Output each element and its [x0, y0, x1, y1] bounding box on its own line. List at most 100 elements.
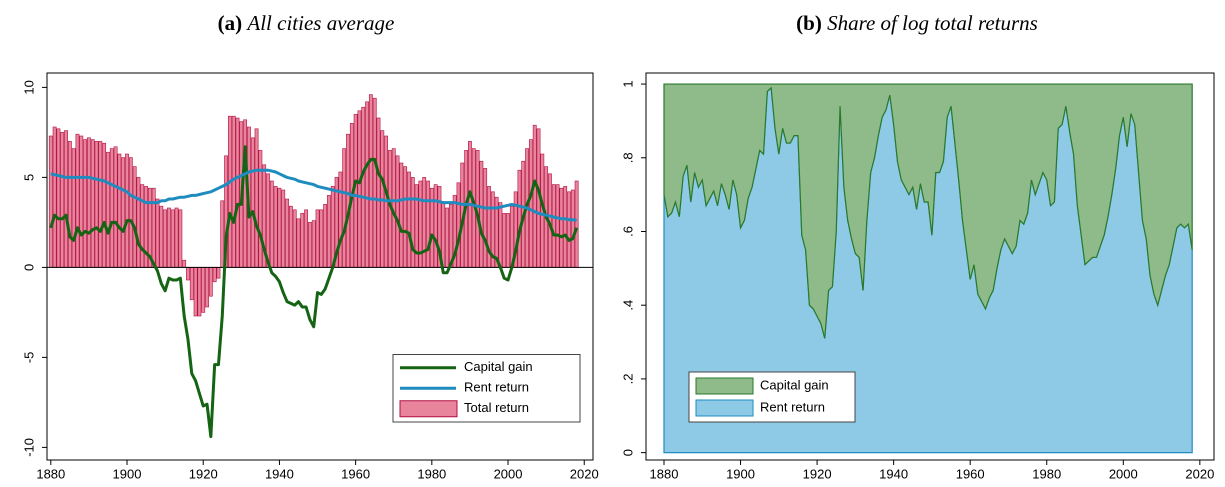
bar — [220, 200, 225, 268]
x-tick-label: 2000 — [1109, 466, 1138, 481]
bar — [574, 180, 579, 268]
bar — [441, 202, 446, 268]
bar — [315, 209, 320, 268]
bar — [90, 139, 95, 268]
bar — [273, 186, 278, 268]
bar — [208, 267, 213, 297]
bar — [288, 205, 293, 268]
x-tick-label: 1900 — [113, 466, 142, 481]
bar — [151, 187, 156, 268]
bar — [292, 209, 297, 268]
bar — [71, 148, 76, 268]
x-tick-label: 1980 — [417, 466, 446, 481]
bar — [361, 106, 366, 268]
bar — [98, 141, 103, 268]
bar — [426, 180, 430, 268]
bar — [254, 128, 259, 268]
bar — [308, 222, 312, 268]
bar — [555, 184, 560, 268]
bar — [323, 204, 328, 268]
bar — [368, 94, 373, 268]
bar — [365, 101, 369, 268]
bar — [269, 180, 274, 268]
x-tick-label: 1980 — [1032, 466, 1061, 481]
bar — [113, 146, 118, 268]
bar — [407, 171, 411, 268]
bar — [528, 139, 533, 268]
bar — [506, 213, 510, 268]
x-tick-label: 1920 — [189, 466, 218, 481]
bar — [231, 115, 236, 268]
bar — [178, 209, 183, 268]
x-tick-label: 2020 — [570, 466, 599, 481]
bar — [296, 218, 301, 268]
bar — [106, 151, 110, 268]
bar — [410, 177, 415, 268]
bar — [570, 189, 575, 268]
bar — [483, 168, 488, 268]
bar — [132, 166, 137, 268]
y-tick-label: -10 — [21, 438, 36, 457]
bar — [60, 132, 65, 268]
x-tick-label: 1940 — [265, 466, 294, 481]
x-tick-label: 1920 — [803, 466, 832, 481]
panel-title: (a) All cities average — [218, 11, 395, 35]
bar — [52, 126, 57, 268]
bar — [136, 177, 141, 268]
y-tick-label: 10 — [21, 80, 36, 94]
bar — [56, 128, 61, 268]
panel-title: (b) Share of log total returns — [796, 11, 1038, 35]
bar — [498, 202, 503, 268]
bar — [121, 157, 126, 268]
area — [663, 83, 1193, 339]
y-tick-label: 5 — [21, 174, 36, 181]
bar — [189, 267, 194, 301]
panel-label: (b) — [796, 11, 822, 35]
y-tick-label: 0 — [620, 449, 635, 456]
line — [49, 145, 579, 439]
bar — [258, 150, 263, 268]
bar — [311, 220, 316, 268]
x-tick-label: 1900 — [726, 466, 755, 481]
bar — [342, 148, 347, 268]
x-tick-label: 1880 — [36, 466, 65, 481]
bar — [445, 207, 449, 268]
title: All cities average — [245, 11, 394, 35]
line — [50, 168, 577, 223]
bar — [330, 186, 335, 268]
bar — [456, 182, 461, 268]
bar — [433, 184, 438, 268]
bar — [64, 130, 68, 268]
bar — [502, 213, 507, 268]
bar — [563, 186, 568, 268]
bar — [395, 155, 400, 268]
x-tick-label: 1960 — [341, 466, 370, 481]
legend-label: Capital gain — [760, 377, 829, 392]
bar — [346, 133, 350, 268]
bar — [87, 137, 91, 268]
bar — [83, 139, 88, 268]
bar — [109, 148, 114, 268]
panel-label: (a) — [218, 11, 243, 35]
bar — [201, 267, 206, 313]
bar — [197, 267, 202, 317]
bar — [212, 267, 217, 283]
y-tick-label: 0 — [21, 264, 36, 271]
y-tick-label: -5 — [21, 352, 36, 364]
bar — [399, 162, 404, 268]
bar — [376, 117, 381, 268]
bar — [186, 267, 190, 281]
bar — [67, 141, 72, 268]
bar — [48, 135, 53, 268]
bar — [414, 184, 419, 268]
bar — [227, 115, 232, 268]
bar — [559, 187, 564, 268]
bar — [125, 153, 129, 268]
bar — [372, 97, 377, 268]
bar — [517, 169, 522, 268]
x-tick-label: 2000 — [494, 466, 523, 481]
x-tick-label: 1960 — [956, 466, 985, 481]
y-tick-label: .6 — [620, 226, 635, 237]
bar — [117, 153, 122, 268]
